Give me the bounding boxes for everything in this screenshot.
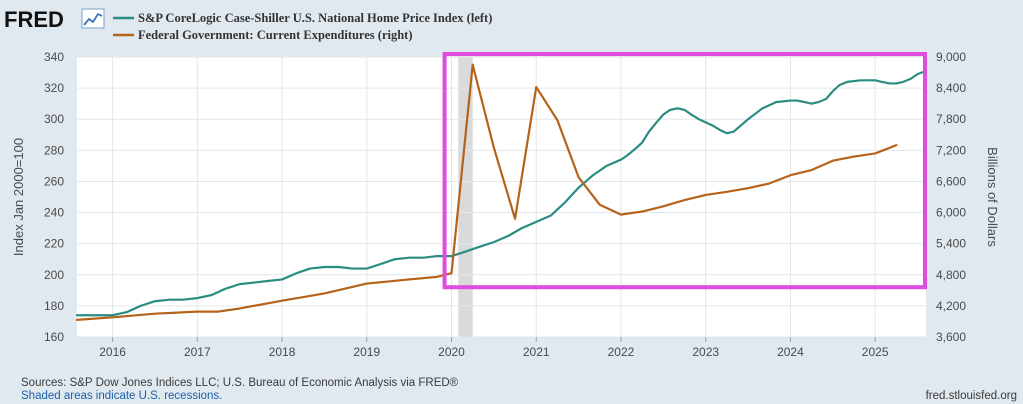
x-tick-2023: 2023 bbox=[692, 345, 719, 359]
y-right-tick-7800: 7,800 bbox=[936, 112, 966, 126]
x-tick-2018: 2018 bbox=[269, 345, 296, 359]
x-tick-2021: 2021 bbox=[523, 345, 550, 359]
y-left-tick-300: 300 bbox=[44, 112, 64, 126]
x-tick-2017: 2017 bbox=[184, 345, 211, 359]
x-tick-2024: 2024 bbox=[777, 345, 804, 359]
legend: S&P CoreLogic Case-Shiller U.S. National… bbox=[113, 11, 492, 42]
y-axis-right-label: Billions of Dollars bbox=[985, 147, 1000, 247]
fred-logo[interactable]: FRED bbox=[4, 7, 64, 32]
legend-label-federal-expenditures: Federal Government: Current Expenditures… bbox=[138, 28, 413, 42]
y-right-tick-5400: 5,400 bbox=[936, 237, 966, 251]
x-tick-2020: 2020 bbox=[438, 345, 465, 359]
series-line-home-price-index bbox=[75, 69, 928, 317]
y-axis-left-label: Index Jan 2000=100 bbox=[11, 138, 26, 256]
plot-area bbox=[77, 57, 926, 337]
y-right-tick-7200: 7,200 bbox=[936, 143, 966, 157]
recession-note-link[interactable]: Shaded areas indicate U.S. recessions. bbox=[21, 390, 222, 402]
legend-label-home-price: S&P CoreLogic Case-Shiller U.S. National… bbox=[138, 11, 492, 25]
recession-band-0 bbox=[458, 57, 473, 337]
x-tick-2025: 2025 bbox=[862, 345, 889, 359]
y-left-tick-220: 220 bbox=[44, 237, 64, 251]
y-left-tick-280: 280 bbox=[44, 143, 64, 157]
y-left-tick-240: 240 bbox=[44, 206, 64, 220]
y-right-tick-6600: 6,600 bbox=[936, 174, 966, 188]
x-tick-2019: 2019 bbox=[353, 345, 380, 359]
y-right-tick-3600: 3,600 bbox=[936, 330, 966, 344]
y-left-tick-260: 260 bbox=[44, 174, 64, 188]
y-left-tick-340: 340 bbox=[44, 50, 64, 64]
y-right-tick-9000: 9,000 bbox=[936, 50, 966, 64]
y-left-tick-160: 160 bbox=[44, 330, 64, 344]
x-tick-2022: 2022 bbox=[608, 345, 635, 359]
highlight-box bbox=[442, 52, 927, 290]
y-left-tick-200: 200 bbox=[44, 268, 64, 282]
x-tick-2016: 2016 bbox=[99, 345, 126, 359]
y-right-tick-6000: 6,000 bbox=[936, 206, 966, 220]
y-right-tick-4200: 4,200 bbox=[936, 299, 966, 313]
y-right-tick-8400: 8,400 bbox=[936, 81, 966, 95]
y-left-tick-320: 320 bbox=[44, 81, 64, 95]
line-chart-icon bbox=[81, 8, 105, 29]
y-right-tick-4800: 4,800 bbox=[936, 268, 966, 282]
y-left-tick-180: 180 bbox=[44, 299, 64, 313]
fred-site-link[interactable]: fred.stlouisfed.org bbox=[926, 390, 1017, 402]
sources-text: Sources: S&P Dow Jones Indices LLC; U.S.… bbox=[21, 377, 459, 389]
series-line-federal-expenditures bbox=[75, 63, 898, 321]
